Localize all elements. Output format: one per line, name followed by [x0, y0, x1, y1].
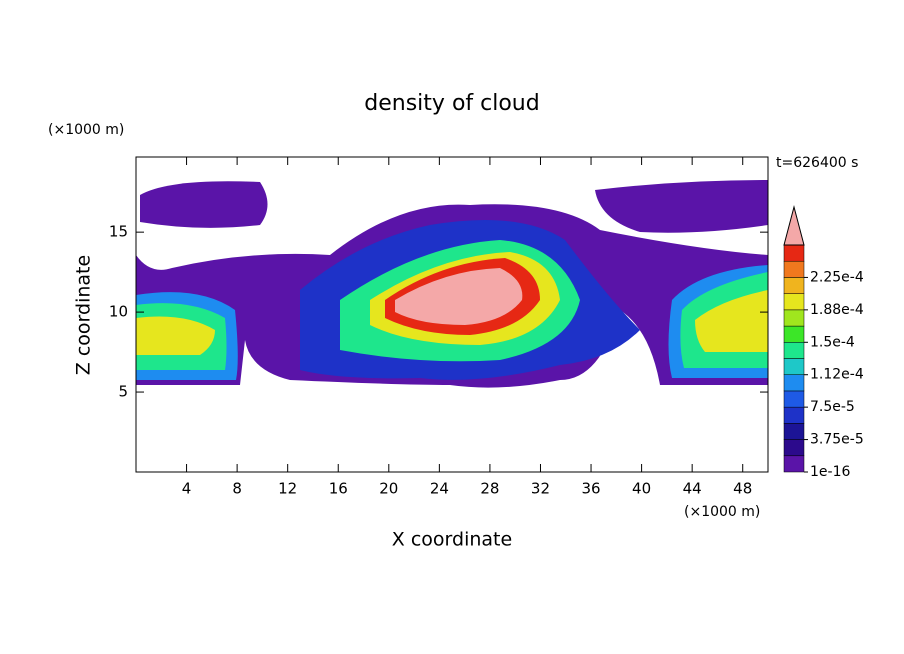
- x-unit: (×1000 m): [684, 504, 760, 520]
- chart-title: density of cloud: [364, 91, 539, 116]
- colorbar-band: [783, 358, 805, 375]
- x-tick-label: 36: [581, 480, 600, 498]
- x-axis-label: X coordinate: [392, 529, 512, 551]
- y-axis-label: Z coordinate: [73, 255, 95, 375]
- x-tick-label: 24: [430, 480, 449, 498]
- colorbar-band: [783, 455, 805, 473]
- field: [136, 180, 768, 388]
- colorbar-band: [783, 309, 805, 327]
- x-tick-label: 12: [278, 480, 297, 498]
- colorbar-band: [783, 277, 805, 294]
- x-tick-label: 44: [683, 480, 702, 498]
- cloud-region: [595, 180, 768, 233]
- y-tick-label: 15: [109, 223, 128, 241]
- y-unit: (×1000 m): [48, 122, 124, 138]
- colorbar-band: [783, 325, 805, 343]
- colorbar-tick-label: 1e-16: [810, 464, 850, 480]
- colorbar-band: [783, 244, 805, 262]
- colorbar-band: [783, 390, 805, 408]
- x-tick-label: 48: [733, 480, 752, 498]
- colorbar-band: [783, 342, 805, 359]
- y-tick-label: 10: [109, 303, 128, 321]
- x-tick-label: 16: [329, 480, 348, 498]
- colorbar-band: [783, 260, 805, 278]
- colorbar-band: [783, 439, 805, 457]
- y-tick-label: 5: [118, 383, 128, 401]
- cloud-region: [395, 268, 523, 325]
- colorbar-tick-label: 1.5e-4: [810, 334, 855, 350]
- plot-frame: [135, 156, 769, 473]
- x-tick-label: 4: [182, 480, 192, 498]
- colorbar-tick-label: 3.75e-5: [810, 432, 864, 448]
- x-tick-label: 20: [379, 480, 398, 498]
- colorbar-band: [783, 423, 805, 440]
- x-tick-label: 8: [232, 480, 242, 498]
- x-tick-label: 40: [632, 480, 651, 498]
- time-label: t=626400 s: [776, 155, 858, 171]
- colorbar-band: [783, 374, 805, 392]
- cloud-region: [140, 181, 268, 228]
- x-tick-label: 32: [531, 480, 550, 498]
- colorbar-band: [783, 406, 805, 424]
- colorbar-over: [783, 205, 805, 246]
- colorbar-tick-label: 1.88e-4: [810, 302, 864, 318]
- colorbar-band: [783, 293, 805, 311]
- colorbar-tick-label: 1.12e-4: [810, 367, 864, 383]
- colorbar-tick-label: 7.5e-5: [810, 399, 855, 415]
- colorbar-tick-label: 2.25e-4: [810, 269, 864, 285]
- x-tick-label: 28: [480, 480, 499, 498]
